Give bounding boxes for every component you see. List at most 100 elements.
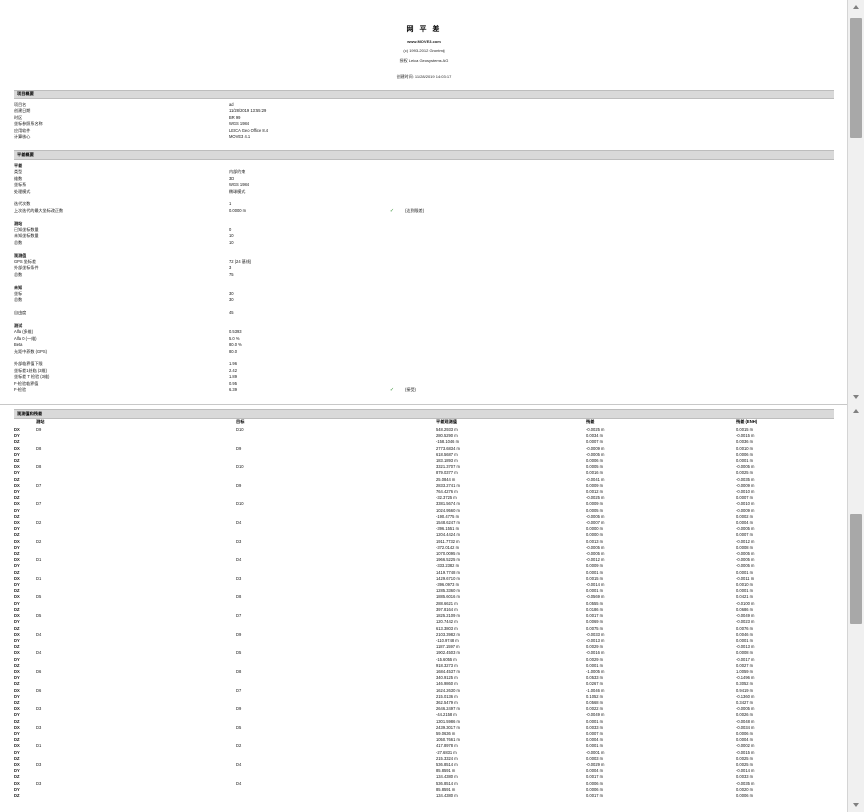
cell-residual-enh: 0.0004 m bbox=[736, 520, 754, 526]
table-row: DY-396.0973 m-0.0014 m0.0010 m0.0152 m bbox=[14, 582, 848, 588]
scrollbar-observations[interactable] bbox=[847, 404, 864, 812]
settings-row-label: 总数 bbox=[14, 239, 23, 245]
cell-component: DX bbox=[14, 557, 20, 563]
cell-observed: 362.5479 m bbox=[436, 699, 458, 705]
cell-component: DZ bbox=[14, 588, 20, 594]
cell-observed: -333.2382 m bbox=[436, 563, 459, 569]
cell-from: D2 bbox=[36, 538, 42, 544]
cell-to: D7 bbox=[236, 613, 242, 619]
project-row: 计算核心 MOVE3 4.1 bbox=[14, 134, 834, 140]
cell-observed: 536.8514 m bbox=[436, 780, 458, 786]
project-row-label: 坐标参照系名称 bbox=[14, 121, 43, 127]
cell-residual-enh: 0.0046 m bbox=[736, 631, 754, 637]
cell-component: DZ bbox=[14, 662, 20, 668]
cell-observed: 280.5290 m bbox=[436, 433, 458, 439]
cell-component: DZ bbox=[14, 513, 20, 519]
cell-residual: 0.0009 m bbox=[586, 563, 604, 569]
cell-observed: 397.8164 m bbox=[436, 606, 458, 612]
project-row-value: BR 99 bbox=[229, 114, 241, 120]
cell-residual: 0.0034 m bbox=[586, 433, 604, 439]
cell-observed: 1902.4503 m bbox=[436, 650, 460, 656]
cell-residual-enh: -0.0011 m bbox=[736, 575, 755, 581]
project-row-label: 计算核心 bbox=[14, 134, 31, 140]
settings-group-title: 平差 bbox=[14, 163, 834, 169]
settings-row-value: 1 bbox=[229, 201, 232, 207]
scrollbar-summary[interactable] bbox=[847, 0, 864, 404]
cell-component: DX bbox=[14, 427, 20, 432]
settings-row: 外部临界值下限 1.96 bbox=[14, 361, 834, 367]
cell-residual: 0.0029 m bbox=[586, 644, 604, 650]
cell-residual: -0.0005 m bbox=[586, 544, 605, 550]
cell-residual: -0.0025 m bbox=[586, 427, 605, 432]
cell-component: DY bbox=[14, 619, 20, 625]
cell-residual-enh: -0.0005 m bbox=[736, 551, 755, 557]
cell-residual-enh: -0.0010 m bbox=[736, 501, 755, 507]
cell-observed: 1050.7661 m bbox=[436, 737, 460, 743]
cell-component: DZ bbox=[14, 774, 20, 780]
settings-row: 总数 10 bbox=[14, 240, 834, 246]
cell-observed: 2773.6834 m bbox=[436, 445, 460, 451]
scroll-thumb-summary[interactable] bbox=[850, 18, 862, 138]
cell-to: D10 bbox=[236, 464, 244, 470]
cell-residual: -0.0029 m bbox=[586, 761, 605, 767]
cell-observed: 134.4380 m bbox=[436, 774, 458, 780]
settings-row-label: 已知坐标数量 bbox=[14, 226, 39, 232]
settings-row: 未知坐标数量 10 bbox=[14, 233, 834, 239]
cell-residual-enh: -0.0009 m bbox=[736, 507, 755, 513]
cell-component: DY bbox=[14, 526, 20, 532]
cell-component: DX bbox=[14, 706, 20, 712]
cell-residual: -0.0033 m bbox=[586, 631, 605, 637]
cell-residual: 0.0568 m bbox=[586, 699, 604, 705]
cell-from: D1 bbox=[36, 557, 42, 563]
cell-observed: 417.8978 m bbox=[436, 743, 458, 749]
cell-component: DY bbox=[14, 470, 20, 476]
cell-residual: 0.0005 m bbox=[586, 464, 604, 470]
cell-from: D3 bbox=[36, 780, 42, 786]
settings-row: 坐标系 WGS 1984 bbox=[14, 182, 834, 188]
scroll-down-button-observations[interactable] bbox=[848, 798, 864, 812]
scroll-up-button-summary[interactable] bbox=[848, 0, 864, 14]
cell-component: DZ bbox=[14, 737, 20, 743]
settings-group-title: 测站 bbox=[14, 221, 834, 227]
cell-component: DZ bbox=[14, 476, 20, 482]
cell-from: D3 bbox=[36, 724, 42, 730]
cell-component: DX bbox=[14, 761, 20, 767]
cell-residual-enh: 0.0001 m bbox=[736, 588, 754, 594]
settings-row-label: 自由度 bbox=[14, 310, 27, 316]
cell-residual-enh: 0.0001 m bbox=[736, 458, 754, 464]
project-row-value: LEICA Geo Office 8.4 bbox=[229, 127, 269, 133]
cell-observed: 879.0377 m bbox=[436, 470, 458, 476]
settings-group-title-label: 测站 bbox=[14, 220, 23, 226]
scroll-down-button-summary[interactable] bbox=[848, 390, 864, 404]
settings-row-label: 未知坐标数量 bbox=[14, 233, 39, 239]
cell-residual: 0.0001 m bbox=[586, 743, 604, 749]
cell-component: DX bbox=[14, 668, 20, 674]
scroll-up-button-observations[interactable] bbox=[848, 404, 864, 418]
cell-residual: 0.0033 m bbox=[586, 724, 604, 730]
cell-component: DY bbox=[14, 656, 20, 662]
settings-row-value: 30 bbox=[229, 297, 234, 303]
cell-component: DX bbox=[14, 631, 20, 637]
settings-row: 类型 内部约束 bbox=[14, 169, 834, 175]
settings-row: 上次迭代的最大坐标改正数 0.0000 m ✓ (达到限差) bbox=[14, 208, 834, 214]
cell-component: DY bbox=[14, 544, 20, 550]
project-row: 应用软件 LEICA Geo Office 8.4 bbox=[14, 128, 834, 134]
settings-row-value: WGS 1984 bbox=[229, 182, 250, 188]
cell-to: D4 bbox=[236, 520, 242, 526]
cell-observed: 1548.6247 m bbox=[436, 520, 460, 526]
scroll-thumb-observations[interactable] bbox=[850, 514, 862, 624]
table-row: DY-27.6831 m-0.0001 m-0.0015 m0.0930 m bbox=[14, 750, 848, 756]
cell-residual: 0.0001 m bbox=[586, 588, 604, 594]
